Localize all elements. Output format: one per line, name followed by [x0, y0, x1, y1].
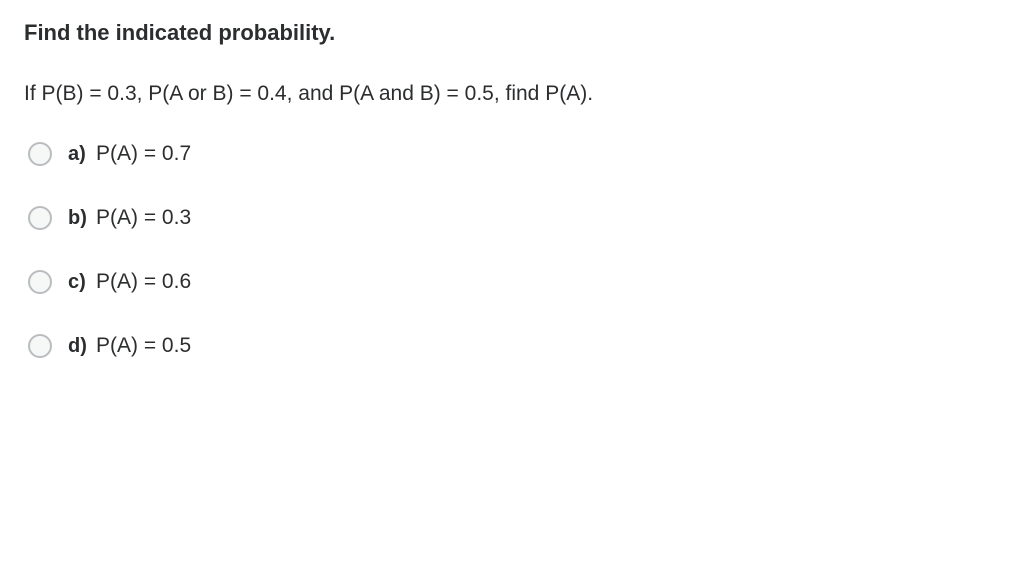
- radio-icon[interactable]: [28, 142, 52, 166]
- option-b[interactable]: b) P(A) = 0.3: [28, 206, 1000, 230]
- radio-icon[interactable]: [28, 206, 52, 230]
- radio-icon[interactable]: [28, 334, 52, 358]
- radio-icon[interactable]: [28, 270, 52, 294]
- option-letter: c): [68, 271, 90, 294]
- option-text: P(A) = 0.7: [96, 142, 191, 166]
- option-c[interactable]: c) P(A) = 0.6: [28, 270, 1000, 294]
- option-text: P(A) = 0.3: [96, 206, 191, 230]
- option-d[interactable]: d) P(A) = 0.5: [28, 334, 1000, 358]
- question-title: Find the indicated probability.: [24, 20, 1000, 46]
- option-text: P(A) = 0.6: [96, 270, 191, 294]
- option-letter: b): [68, 207, 90, 230]
- option-letter: a): [68, 143, 90, 166]
- option-letter: d): [68, 335, 90, 358]
- question-problem: If P(B) = 0.3, P(A or B) = 0.4, and P(A …: [24, 82, 1000, 106]
- options-group: a) P(A) = 0.7 b) P(A) = 0.3 c) P(A) = 0.…: [24, 142, 1000, 358]
- option-text: P(A) = 0.5: [96, 334, 191, 358]
- option-a[interactable]: a) P(A) = 0.7: [28, 142, 1000, 166]
